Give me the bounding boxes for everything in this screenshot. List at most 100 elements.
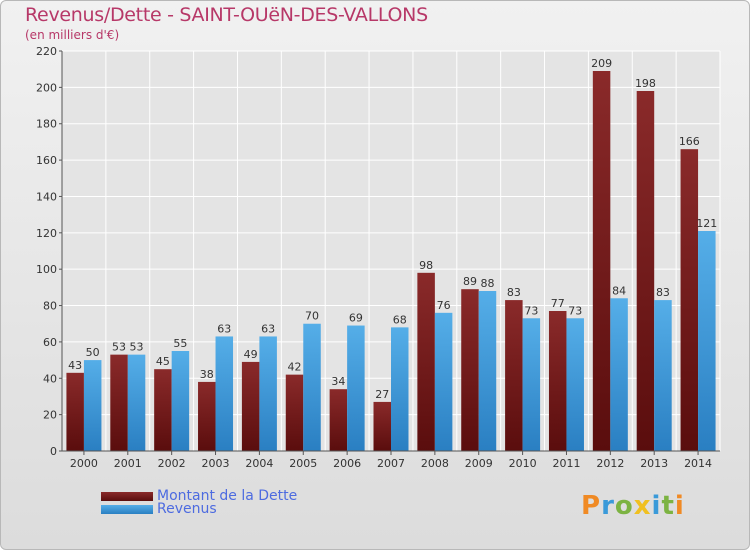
- bar-revenus: [347, 325, 365, 451]
- data-label-dette: 77: [551, 297, 565, 310]
- bar-revenus: [303, 323, 321, 451]
- y-tick-label: 100: [36, 263, 57, 276]
- bar-dette: [66, 372, 84, 451]
- chart-title: Revenus/Dette - SAINT-OUëN-DES-VALLONS: [25, 4, 428, 26]
- bar-revenus: [654, 300, 672, 451]
- bar-dette: [198, 381, 216, 451]
- data-label-revenus: 121: [696, 217, 717, 230]
- bar-dette: [636, 91, 655, 451]
- data-label-dette: 53: [112, 341, 126, 354]
- x-tick-label: 2005: [289, 457, 317, 470]
- logo-letter: r: [601, 491, 615, 521]
- data-label-revenus: 63: [261, 322, 275, 335]
- chart-subtitle: (en milliers d'€): [25, 28, 120, 42]
- x-tick-label: 2010: [509, 457, 537, 470]
- bar-revenus: [698, 231, 716, 451]
- legend-swatch-revenus: [101, 504, 153, 514]
- data-label-dette: 209: [591, 57, 612, 70]
- y-tick-label: 200: [36, 81, 57, 94]
- data-label-dette: 27: [375, 388, 389, 401]
- y-tick-label: 120: [36, 227, 57, 240]
- y-tick-label: 20: [43, 409, 57, 422]
- bar-revenus: [566, 318, 584, 451]
- data-label-revenus: 84: [612, 284, 626, 297]
- x-tick-label: 2008: [421, 457, 449, 470]
- x-tick-label: 2012: [596, 457, 624, 470]
- y-tick-label: 0: [50, 445, 57, 458]
- data-label-revenus: 70: [305, 310, 319, 323]
- data-label-revenus: 76: [437, 299, 451, 312]
- x-tick-label: 2014: [684, 457, 712, 470]
- bar-revenus: [391, 327, 409, 451]
- data-label-revenus: 73: [524, 304, 538, 317]
- data-label-dette: 34: [331, 375, 345, 388]
- bar-dette: [461, 289, 479, 451]
- legend-swatch-dette: [101, 491, 153, 501]
- bar-revenus: [478, 291, 497, 451]
- x-tick-label: 2011: [552, 457, 580, 470]
- logo-letter: P: [581, 491, 602, 521]
- proxiti-logo: Proxiti: [581, 491, 685, 521]
- bar-dette: [285, 374, 304, 451]
- data-label-dette: 49: [244, 348, 258, 361]
- y-tick-label: 220: [36, 45, 57, 58]
- data-label-revenus: 63: [217, 322, 231, 335]
- logo-letter: i: [674, 491, 685, 521]
- y-tick-label: 180: [36, 118, 57, 131]
- legend-label-revenus: Revenus: [157, 501, 217, 517]
- y-tick-label: 80: [43, 300, 57, 313]
- data-label-revenus: 50: [86, 346, 100, 359]
- data-label-dette: 198: [635, 77, 656, 90]
- bar-revenus: [434, 312, 453, 451]
- data-label-revenus: 68: [393, 313, 407, 326]
- bar-dette: [373, 401, 391, 451]
- data-label-revenus: 55: [173, 337, 187, 350]
- bar-dette: [110, 354, 128, 451]
- logo-letter: x: [633, 491, 652, 521]
- x-tick-label: 2013: [640, 457, 668, 470]
- x-tick-label: 2006: [333, 457, 361, 470]
- x-tick-label: 2004: [245, 457, 273, 470]
- logo-letter: t: [661, 491, 675, 521]
- bar-revenus: [215, 336, 234, 451]
- data-label-revenus: 73: [568, 304, 582, 317]
- y-tick-label: 140: [36, 190, 57, 203]
- y-tick-label: 60: [43, 336, 57, 349]
- bar-dette: [505, 300, 523, 451]
- data-label-dette: 42: [288, 361, 302, 374]
- bar-dette: [329, 389, 348, 451]
- bar-revenus: [127, 354, 146, 451]
- bar-revenus: [171, 351, 190, 451]
- legend-item-revenus: Revenus: [101, 501, 217, 517]
- bar-revenus: [522, 318, 541, 451]
- data-label-revenus: 53: [130, 341, 144, 354]
- data-label-dette: 83: [507, 286, 521, 299]
- data-label-dette: 38: [200, 368, 214, 381]
- legend-item-dette: Montant de la Dette: [101, 488, 297, 504]
- data-label-revenus: 83: [656, 286, 670, 299]
- bar-dette: [592, 71, 611, 451]
- bar-dette: [154, 369, 172, 451]
- data-label-dette: 166: [679, 135, 700, 148]
- x-tick-label: 2003: [202, 457, 230, 470]
- y-tick-label: 40: [43, 372, 57, 385]
- x-tick-label: 2000: [70, 457, 98, 470]
- bar-dette: [680, 149, 699, 451]
- bar-revenus: [83, 360, 102, 451]
- bar-dette: [241, 361, 260, 451]
- logo-letter: i: [651, 491, 662, 521]
- x-tick-label: 2009: [465, 457, 493, 470]
- logo-letter: o: [614, 491, 634, 521]
- bar-revenus: [259, 336, 277, 451]
- x-tick-label: 2007: [377, 457, 405, 470]
- data-label-dette: 45: [156, 355, 170, 368]
- x-tick-label: 2002: [158, 457, 186, 470]
- x-tick-label: 2001: [114, 457, 142, 470]
- bar-dette: [417, 272, 435, 451]
- data-label-revenus: 88: [480, 277, 494, 290]
- data-label-revenus: 69: [349, 312, 363, 325]
- bar-revenus: [610, 298, 628, 451]
- y-tick-label: 160: [36, 154, 57, 167]
